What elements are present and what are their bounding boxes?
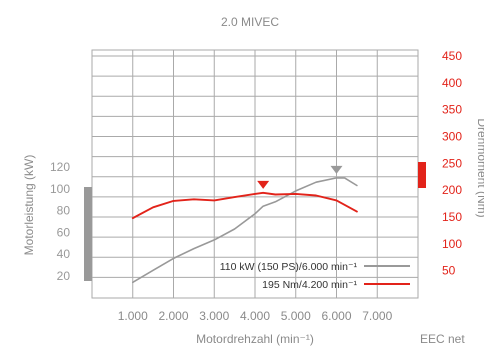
- right-tick-label: 300: [442, 130, 462, 144]
- x-tick-label: 5.000: [281, 309, 311, 323]
- left-tick-label: 20: [57, 269, 71, 283]
- right-tick-label: 150: [442, 210, 462, 224]
- peak-marker-power: [330, 165, 343, 174]
- left-tick-label: 40: [57, 247, 71, 261]
- right-tick-label: 400: [442, 76, 462, 90]
- grid: [91, 49, 419, 299]
- chart-title: 2.0 MIVEC: [221, 15, 279, 29]
- legend-label: 195 Nm/4.200 min⁻¹: [262, 279, 357, 291]
- right-tick-label: 350: [442, 103, 462, 117]
- x-tick-label: 1.000: [118, 309, 148, 323]
- right-tick-label: 450: [442, 49, 462, 63]
- x-axis-label: Motordrehzahl (min⁻¹): [196, 332, 314, 346]
- left-tick-label: 60: [57, 225, 71, 239]
- peak-marker-torque: [257, 180, 270, 189]
- y-axis-left-label: Motorleistung (kW): [22, 155, 36, 256]
- x-tick-label: 3.000: [199, 309, 229, 323]
- right-tick-labels: 50 100 150 200 250 300 350 400 450: [442, 49, 462, 278]
- x-tick-label: 2.000: [158, 309, 188, 323]
- right-axis-bar: [418, 162, 426, 188]
- chart-note: EEC net: [420, 332, 465, 346]
- x-tick-labels: 1.000 2.000 3.000 4.000 5.000 6.000 7.000: [118, 309, 393, 323]
- series-line-power: [132, 177, 358, 284]
- series-line-torque: [131, 191, 358, 220]
- left-tick-label: 100: [50, 182, 70, 196]
- x-tick-label: 4.000: [240, 309, 270, 323]
- x-tick-label: 7.000: [362, 309, 392, 323]
- right-tick-label: 50: [442, 264, 456, 278]
- legend-label: 110 kW (150 PS)/6.000 min⁻¹: [220, 261, 358, 273]
- right-tick-label: 250: [442, 156, 462, 170]
- left-tick-labels: 20 40 60 80 100 120: [50, 160, 70, 283]
- legend: 110 kW (150 PS)/6.000 min⁻¹ 195 Nm/4.200 …: [220, 261, 410, 291]
- right-tick-label: 100: [442, 237, 462, 251]
- series-layer: [131, 165, 358, 284]
- x-tick-label: 6.000: [321, 309, 351, 323]
- left-tick-label: 80: [57, 204, 71, 218]
- y-axis-right-label: Drehmoment (Nm): [475, 118, 484, 217]
- right-tick-label: 200: [442, 183, 462, 197]
- left-axis-bar: [84, 187, 92, 281]
- left-tick-label: 120: [50, 160, 70, 174]
